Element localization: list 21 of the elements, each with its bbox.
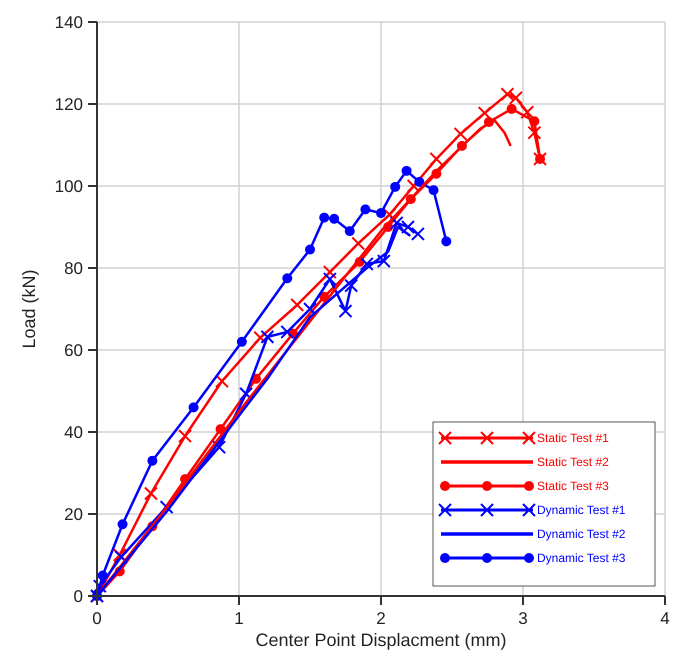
text: Static Test #2 <box>537 455 610 470</box>
x-tick-label: 2 <box>376 609 386 628</box>
legend-label: Static Test #3 <box>537 479 610 494</box>
legend-label: Dynamic Test #1 <box>537 503 626 518</box>
legend-label: Dynamic Test #3 <box>537 551 626 566</box>
y-tick-label: 80 <box>64 258 83 278</box>
y-tick-label: 0 <box>74 586 83 606</box>
y-tick-label: 100 <box>54 176 83 196</box>
y-tick-label: 40 <box>64 422 83 442</box>
y-tick-label: 20 <box>64 504 83 524</box>
x-tick-label: 0 <box>92 609 102 628</box>
x-tick-label: 4 <box>660 609 670 628</box>
y-tick-label: 120 <box>54 94 83 114</box>
text: Dynamic Test #2 <box>537 527 626 542</box>
x-tick-label: 1 <box>234 609 244 628</box>
x-axis-title: Center Point Displacment (mm) <box>255 630 507 650</box>
legend-label: Static Test #1 <box>537 431 610 446</box>
y-tick-label: 140 <box>54 12 83 32</box>
x-tick-label: 3 <box>518 609 528 628</box>
y-axis-title: Load (kN) <box>19 269 39 349</box>
y-tick-label: 60 <box>64 340 83 360</box>
